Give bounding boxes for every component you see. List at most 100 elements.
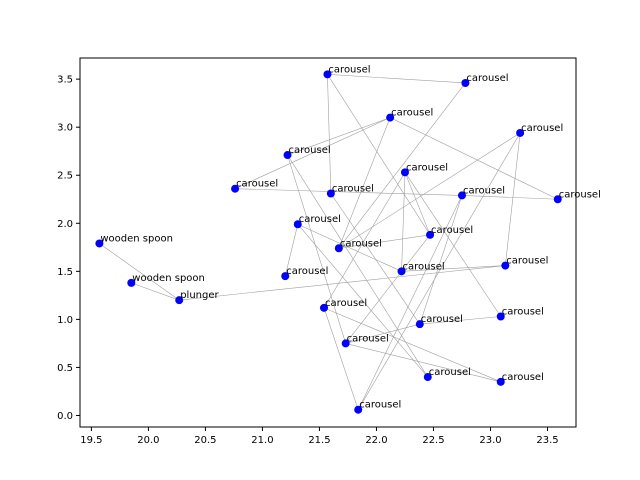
point-label: carousel — [421, 314, 463, 325]
edge-line — [338, 132, 521, 249]
edge-line — [401, 172, 406, 272]
x-tick-label: 20.0 — [137, 435, 159, 446]
point-label: carousel — [502, 372, 544, 383]
edge-line — [131, 282, 180, 301]
point-label: carousel — [506, 256, 548, 267]
data-point — [426, 230, 435, 239]
data-point — [516, 128, 525, 137]
data-point — [341, 339, 350, 348]
point-label: carousel — [431, 225, 473, 236]
data-point — [231, 184, 240, 193]
data-point — [175, 296, 184, 305]
edge-line — [345, 234, 431, 344]
point-label: plunger — [180, 290, 219, 301]
data-point — [354, 405, 363, 414]
y-tick-label: 2.5 — [57, 171, 73, 182]
point-label: carousel — [340, 238, 382, 249]
point-label: carousel — [347, 333, 389, 344]
point-label: wooden spoon — [100, 233, 173, 244]
point-label: carousel — [286, 266, 328, 277]
edge-line — [323, 172, 406, 308]
edge-line — [284, 224, 299, 277]
edge-line — [338, 117, 391, 249]
point-labels-layer: wooden spoon wooden spoon plunger carousel c… — [100, 64, 600, 410]
edge-line — [330, 193, 421, 325]
edge-line — [297, 223, 402, 272]
y-tick-label: 3.5 — [57, 75, 73, 86]
x-tick-label: 19.5 — [80, 435, 102, 446]
y-tick-label: 1.0 — [57, 315, 73, 326]
data-point — [334, 244, 343, 253]
data-point — [501, 261, 510, 270]
edge-line — [404, 172, 501, 317]
data-point — [423, 373, 432, 382]
point-label: carousel — [466, 73, 508, 84]
axes-frame — [79, 57, 577, 428]
edge-line — [327, 74, 431, 235]
edge-line — [287, 154, 429, 378]
data-point — [323, 70, 332, 79]
edge-line — [401, 265, 506, 272]
point-label: wooden spoon — [132, 273, 205, 284]
x-tick-label: 22.0 — [365, 435, 387, 446]
data-point — [386, 113, 395, 122]
edge-line — [345, 343, 501, 383]
point-label: carousel — [359, 400, 401, 411]
edge-line — [99, 243, 180, 301]
data-point — [461, 78, 470, 87]
point-label: carousel — [299, 214, 341, 225]
edge-line — [323, 307, 501, 383]
data-point — [326, 189, 335, 198]
data-point — [457, 191, 466, 200]
point-label: carousel — [429, 367, 471, 378]
data-point — [415, 320, 424, 329]
edge-line — [287, 117, 391, 156]
y-tick-label: 2.0 — [57, 219, 73, 230]
data-point — [553, 195, 562, 204]
x-tick-label: 23.5 — [536, 435, 558, 446]
edge-line — [419, 316, 501, 325]
data-point — [320, 303, 329, 312]
x-tick-label: 22.5 — [422, 435, 444, 446]
point-label: carousel — [391, 108, 433, 119]
x-tick-label: 21.0 — [251, 435, 273, 446]
y-tick-label: 3.0 — [57, 123, 73, 134]
data-point — [293, 220, 302, 229]
point-label: carousel — [559, 189, 601, 200]
data-point — [496, 312, 505, 321]
data-point — [281, 272, 290, 281]
point-label: carousel — [502, 306, 544, 317]
points-layer — [95, 70, 562, 414]
y-tick-label: 0.0 — [57, 411, 73, 422]
point-label: carousel — [463, 185, 505, 196]
data-point — [397, 267, 406, 276]
edge-line — [345, 323, 420, 344]
data-point — [496, 377, 505, 386]
x-tick-label: 23.0 — [479, 435, 501, 446]
edge-line — [179, 265, 506, 301]
x-tick-label: 21.5 — [308, 435, 330, 446]
point-label: carousel — [332, 183, 374, 194]
edge-line — [390, 117, 558, 200]
x-tick-label: 20.5 — [194, 435, 216, 446]
edge-line — [327, 74, 332, 194]
point-label: carousel — [289, 145, 331, 156]
edge-line — [338, 82, 466, 249]
axes-layer: 19.5 20.0 20.5 21.0 21.5 22.0 22.5 23.0 23.5 0.0 0… — [57, 57, 577, 446]
edge-line — [234, 117, 391, 189]
data-point — [283, 151, 292, 160]
edge-line — [323, 307, 359, 410]
data-point — [400, 168, 409, 177]
edge-line — [338, 234, 431, 249]
edge-line — [461, 195, 558, 200]
y-tick-label: 0.5 — [57, 363, 73, 374]
point-label: carousel — [328, 64, 370, 75]
edge-line — [357, 195, 463, 410]
edge-line — [419, 195, 463, 325]
edges-layer — [99, 74, 558, 410]
edge-line — [357, 132, 521, 410]
point-label: carousel — [236, 179, 278, 190]
edge-line — [297, 224, 428, 378]
